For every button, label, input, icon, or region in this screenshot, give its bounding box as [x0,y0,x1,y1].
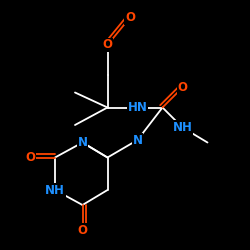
Text: N: N [78,136,88,149]
Text: O: O [125,11,135,24]
Text: NH: NH [45,184,65,196]
Text: O: O [25,151,35,164]
Text: O: O [78,224,88,236]
Text: O: O [102,38,113,52]
Text: N: N [132,134,142,146]
Text: HN: HN [128,101,148,114]
Text: O: O [178,81,188,94]
Text: NH: NH [172,121,193,134]
